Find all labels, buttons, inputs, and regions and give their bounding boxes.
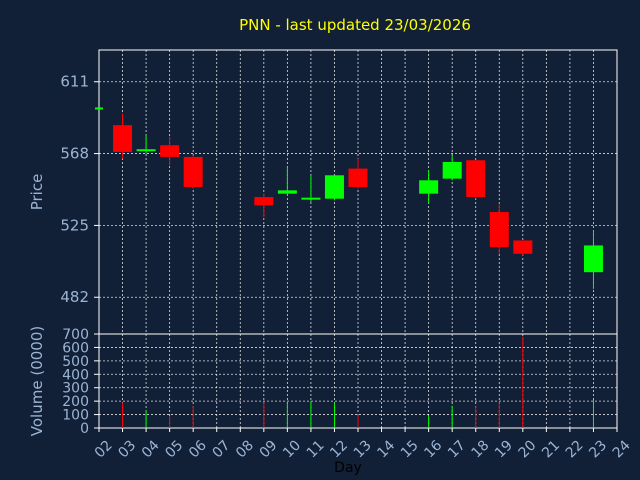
candle [466, 160, 486, 199]
volume-tick-label: 600 [62, 340, 89, 356]
candle-body [254, 197, 274, 206]
candle [136, 135, 156, 154]
price-tick-label: 611 [60, 73, 89, 91]
candle-body [348, 168, 368, 187]
price-panel: 482 525 568 611 [60, 49, 618, 335]
candle-body [583, 245, 603, 273]
chart-title: PNN - last updated 23/03/2026 [239, 16, 471, 34]
candle-body [136, 149, 156, 152]
candle-body [513, 240, 533, 254]
price-tick-label: 482 [60, 288, 89, 306]
candles [95, 107, 603, 289]
candle [419, 170, 439, 204]
candle [301, 175, 321, 203]
candle [95, 107, 103, 110]
volume-tick-label: 500 [62, 354, 89, 370]
candle [277, 166, 297, 196]
candle-body [419, 180, 439, 194]
candle-body [442, 161, 462, 179]
price-y-ticks: 482 525 568 611 [60, 73, 99, 306]
candle-body [113, 125, 133, 152]
volume-tick-label: 700 [62, 327, 89, 343]
candle [583, 230, 603, 289]
volume-tick-label: 100 [62, 408, 89, 424]
candle-body [183, 156, 203, 187]
candle [442, 155, 462, 181]
price-axis-label: Price [28, 174, 46, 211]
candle [160, 136, 180, 166]
candle-body [301, 197, 321, 200]
candle [348, 158, 368, 189]
volume-tick-label: 400 [62, 367, 89, 383]
candle [183, 155, 203, 189]
x-axis-label: Day [334, 460, 362, 476]
candle-body [466, 160, 486, 198]
candle-body [489, 212, 509, 248]
candle [254, 193, 274, 218]
volume-bars [122, 336, 594, 428]
volume-tick-label: 300 [62, 381, 89, 397]
price-tick-label: 525 [60, 216, 89, 234]
volume-tick-label: 200 [62, 394, 89, 410]
volume-plot-area [98, 333, 618, 429]
candle [489, 203, 509, 254]
candle [513, 240, 533, 256]
candle-body [160, 145, 180, 157]
price-tick-label: 568 [60, 145, 89, 163]
volume-axis-label: Volume (0000) [28, 326, 46, 436]
candle [324, 175, 344, 201]
candle-body [277, 190, 297, 194]
candle-body [324, 175, 344, 199]
candle-body [95, 107, 103, 110]
volume-tick-label: 0 [80, 421, 89, 437]
candle [113, 113, 133, 159]
